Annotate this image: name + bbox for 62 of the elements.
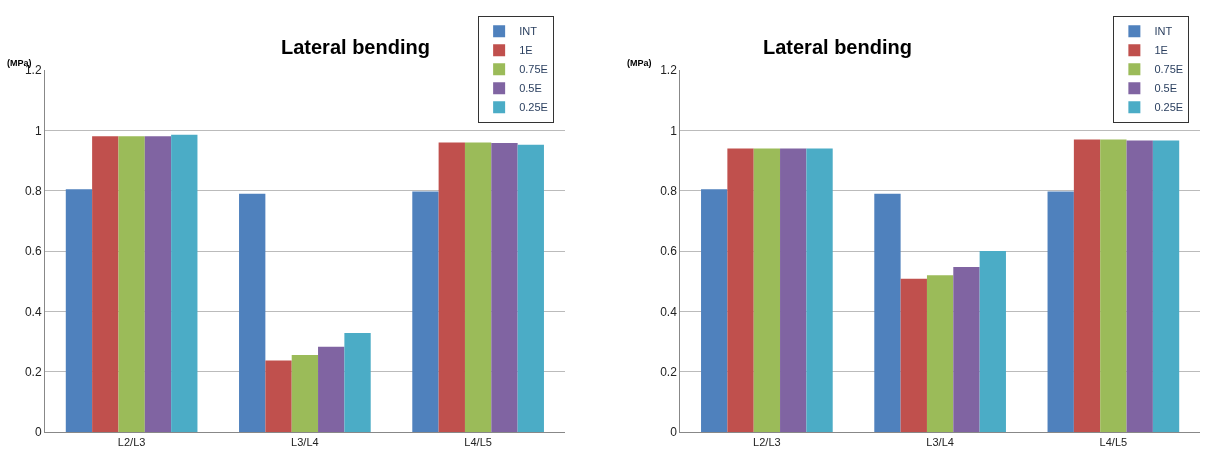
bar [144,136,172,432]
bar [806,148,833,432]
legend-label: 1E [1154,44,1168,57]
y-tick-label: 0.6 [24,244,42,259]
bar [1047,191,1074,432]
bar [438,142,465,432]
legend-label: 0.5E [519,82,542,95]
bar [517,144,544,432]
bar [1126,140,1153,432]
bar [464,142,492,432]
legend-label: 0.75E [519,63,548,76]
bar [118,136,145,432]
y-tick-label: 0.8 [660,183,678,198]
bar [92,136,119,432]
x-tick-label: L3/L4 [926,436,954,449]
bar [318,346,345,432]
y-tick-label: 0.2 [24,364,42,379]
bar [239,193,266,432]
bar [171,134,198,432]
bar [780,148,807,432]
bar [265,360,292,432]
chart-title: Lateral bending [281,36,430,58]
bar [900,278,927,432]
y-axis-title: (MPa) [627,58,652,68]
bar [412,191,439,432]
y-tick-label: 1.2 [660,63,678,78]
x-tick-label: L4/L5 [1099,436,1128,449]
y-tick-label: 0.8 [24,183,42,198]
bar [926,275,954,432]
bar [1100,139,1127,432]
bar [344,333,371,432]
legend-label: 0.75E [1154,63,1184,76]
x-tick-label: L2/L3 [753,436,781,449]
bar [953,266,980,432]
y-tick-label: 1 [34,123,42,138]
x-tick-label: L4/L5 [464,436,492,449]
legend-label: 1E [519,44,533,57]
y-tick-label: 0 [34,425,42,440]
bar [65,189,93,432]
y-tick-label: 0 [670,425,678,440]
legend-label: 0.25E [1154,101,1184,114]
y-tick-label: 0.4 [660,304,678,319]
bar [491,143,518,432]
y-tick-label: 0.6 [660,244,678,259]
bar [979,251,1006,432]
legend-label: INT [1154,25,1173,38]
x-tick-label: L2/L3 [117,436,146,449]
bar [727,148,754,432]
bar [1073,139,1101,432]
chart-title: Lateral bending [763,36,912,58]
y-tick-label: 1 [670,123,678,138]
x-tick-label: L3/L4 [291,436,319,449]
legend-label: INT [519,25,538,38]
bar [874,193,901,432]
y-tick-label: 0.4 [24,304,42,319]
y-tick-label: 0.2 [660,364,678,379]
legend-label: 0.25E [519,101,548,114]
legend-label: 0.5E [1154,82,1178,95]
bar [291,355,319,432]
bar [753,148,781,432]
bar [701,189,728,432]
bar [1152,140,1180,432]
